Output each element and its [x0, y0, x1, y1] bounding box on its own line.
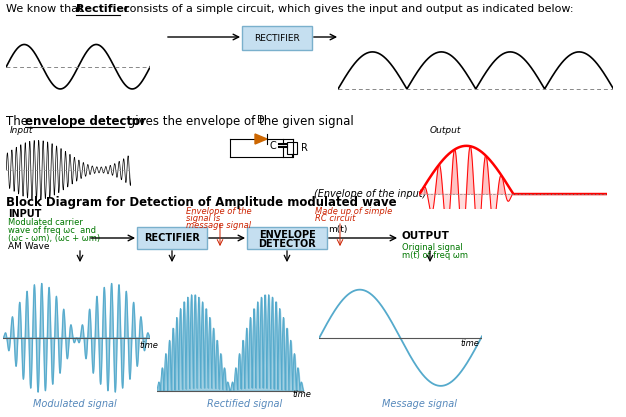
Text: Input: Input: [10, 126, 33, 135]
Text: Rectifier: Rectifier: [76, 4, 130, 14]
Text: RECTIFIER: RECTIFIER: [144, 233, 200, 243]
Text: D: D: [257, 115, 265, 125]
Text: gives the envelope of the given signal: gives the envelope of the given signal: [124, 115, 354, 128]
Text: AM Wave: AM Wave: [8, 242, 49, 251]
Text: consists of a simple circuit, which gives the input and output as indicated belo: consists of a simple circuit, which give…: [120, 4, 573, 14]
Text: (ωc - ωm), (ωc + ωm): (ωc - ωm), (ωc + ωm): [8, 234, 100, 243]
FancyBboxPatch shape: [242, 26, 312, 50]
FancyBboxPatch shape: [137, 227, 207, 249]
Text: Original signal: Original signal: [402, 243, 463, 252]
Text: Rectified signal: Rectified signal: [207, 399, 282, 409]
Text: INPUT: INPUT: [8, 209, 41, 219]
Text: message signal: message signal: [186, 221, 251, 230]
FancyBboxPatch shape: [287, 142, 297, 154]
Text: m(t) of freq ωm: m(t) of freq ωm: [402, 251, 468, 260]
Text: m(t): m(t): [328, 225, 347, 234]
Text: DETECTOR: DETECTOR: [258, 239, 316, 249]
Text: C: C: [270, 141, 276, 151]
Text: time: time: [292, 390, 312, 399]
Text: Made up of simple: Made up of simple: [315, 207, 393, 216]
Text: RC circuit: RC circuit: [315, 214, 356, 223]
Text: signal is: signal is: [186, 214, 220, 223]
FancyBboxPatch shape: [247, 227, 327, 249]
Text: wave of freq ωc  and: wave of freq ωc and: [8, 226, 96, 235]
Text: Block Diagram for Detection of Amplitude modulated wave: Block Diagram for Detection of Amplitude…: [6, 196, 397, 209]
Text: Modulated carrier: Modulated carrier: [8, 218, 83, 227]
Text: ENVELOPE: ENVELOPE: [259, 230, 316, 240]
Text: (Envelope of the input): (Envelope of the input): [314, 189, 426, 199]
Text: Message signal: Message signal: [382, 399, 458, 409]
Text: The: The: [6, 115, 32, 128]
Polygon shape: [255, 134, 267, 144]
Text: R: R: [301, 143, 308, 153]
Text: Modulated signal: Modulated signal: [33, 399, 117, 409]
Text: We know that: We know that: [6, 4, 86, 14]
Text: Envelope of the: Envelope of the: [186, 207, 252, 216]
Text: time: time: [139, 341, 158, 349]
Text: OUTPUT: OUTPUT: [402, 231, 450, 241]
Text: RECTIFIER: RECTIFIER: [254, 33, 300, 43]
Text: Output: Output: [430, 126, 461, 135]
Text: envelope detector: envelope detector: [25, 115, 146, 128]
Text: time: time: [460, 339, 479, 349]
